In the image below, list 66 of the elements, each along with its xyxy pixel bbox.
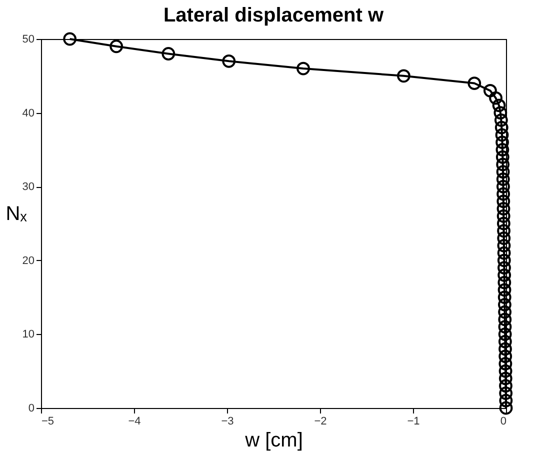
point: [498, 312, 512, 326]
point: [496, 165, 510, 179]
y-tick-label: 40: [22, 107, 34, 120]
point: [483, 84, 497, 98]
point: [498, 342, 512, 356]
y-tick-label: 50: [22, 34, 34, 46]
point: [494, 106, 508, 120]
y-tick-label: 30: [22, 181, 34, 194]
x-tick-label: 0: [500, 416, 506, 428]
y-tick-label: 20: [22, 254, 34, 267]
x-tick-label: −4: [128, 416, 141, 428]
x-tick-label: −3: [221, 416, 234, 428]
point: [397, 69, 410, 83]
point: [499, 394, 513, 408]
point: [499, 379, 512, 393]
y-axis-title: Nₓ: [6, 203, 28, 225]
point: [498, 283, 512, 297]
point: [63, 32, 77, 46]
point: [496, 194, 510, 208]
point: [498, 298, 512, 312]
point: [496, 187, 510, 201]
point: [496, 158, 510, 172]
y-tick-label: 0: [28, 402, 34, 414]
x-tick-label: −2: [314, 416, 327, 428]
y-tick-label: 10: [22, 328, 34, 341]
point: [498, 268, 512, 282]
x-tick-label: −5: [42, 416, 54, 428]
x-tick-label: −1: [407, 416, 420, 428]
point: [496, 209, 510, 223]
point: [498, 357, 512, 370]
point: [110, 40, 124, 54]
point: [498, 305, 512, 319]
point: [496, 136, 509, 150]
point: [499, 386, 513, 400]
point: [497, 238, 511, 252]
point: [162, 47, 176, 60]
point: [496, 143, 510, 156]
point: [222, 54, 236, 68]
point: [498, 276, 512, 290]
point: [492, 98, 506, 112]
point: [498, 290, 512, 304]
point: [489, 91, 502, 105]
x-axis-title: w [cm]: [244, 430, 303, 452]
point: [498, 334, 512, 348]
point: [496, 216, 510, 230]
point: [497, 224, 510, 238]
point: [296, 62, 310, 76]
point: [498, 320, 512, 334]
point: [497, 246, 511, 260]
point: [497, 254, 511, 268]
point: [494, 113, 508, 127]
point: [498, 350, 512, 364]
point: [498, 328, 512, 341]
point: [496, 202, 510, 216]
chart-title: Lateral displacement w: [163, 4, 384, 26]
point: [495, 128, 509, 142]
point: [497, 232, 511, 245]
point: [499, 401, 513, 415]
point: [468, 76, 482, 90]
point: [496, 180, 510, 194]
point: [498, 372, 512, 386]
point: [496, 172, 510, 186]
point: [494, 120, 508, 134]
point: [498, 364, 512, 378]
point: [498, 261, 511, 274]
point: [496, 150, 510, 164]
